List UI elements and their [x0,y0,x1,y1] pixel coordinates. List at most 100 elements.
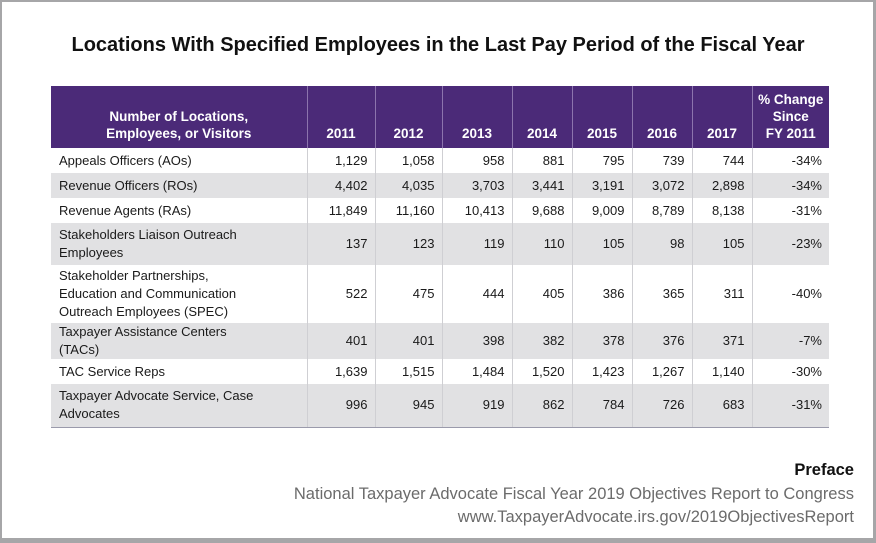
column-header-2014: 2014 [511,86,572,148]
cell-2017: 371 [691,323,752,359]
table-row: Appeals Officers (AOs) 1,129 1,058 958 881 79… [51,148,829,173]
column-header-2015: 2015 [571,86,632,148]
row-label: Taxpayer Advocate Service, Case Advocate… [51,384,307,428]
cell-2014: 3,441 [511,173,572,198]
row-label: Stakeholder Partnerships, Education and … [51,265,307,323]
cell-2017: 2,898 [691,173,752,198]
cell-2013: 3,703 [441,173,512,198]
table-row: Revenue Officers (ROs) 4,402 4,035 3,703 3,4… [51,173,829,198]
cell-2013: 398 [441,323,512,359]
cell-2011: 11,849 [306,198,375,223]
column-header-2017: 2017 [691,86,752,148]
row-label: TAC Service Reps [51,359,307,384]
employees-table: Number of Locations, Employees, or Visit… [51,86,829,428]
table-row: Taxpayer Advocate Service, Case Advocate… [51,384,829,428]
cell-percent-change: -31% [751,384,829,428]
cell-2014: 881 [511,148,572,173]
row-label: Taxpayer Assistance Centers (TACs) [51,323,307,359]
cell-2012: 1,058 [374,148,442,173]
cell-percent-change: -23% [751,223,829,265]
column-header-change-line1: % Change [758,92,824,107]
cell-2012: 11,160 [374,198,442,223]
cell-2013: 1,484 [441,359,512,384]
cell-2015: 378 [571,323,632,359]
cell-2011: 4,402 [306,173,375,198]
cell-2012: 4,035 [374,173,442,198]
cell-2011: 1,639 [306,359,375,384]
table-row: Revenue Agents (RAs) 11,849 11,160 10,413 9,… [51,198,829,223]
cell-2015: 1,423 [571,359,632,384]
cell-2011: 996 [306,384,375,428]
cell-2015: 9,009 [571,198,632,223]
cell-2015: 3,191 [571,173,632,198]
column-header-change-line3: FY 2011 [765,126,816,141]
cell-percent-change: -34% [751,148,829,173]
cell-2017: 683 [691,384,752,428]
cell-2016: 98 [631,223,692,265]
cell-2014: 405 [511,265,572,323]
cell-2017: 105 [691,223,752,265]
cell-2015: 795 [571,148,632,173]
cell-2013: 119 [441,223,512,265]
cell-2012: 123 [374,223,442,265]
cell-percent-change: -7% [751,323,829,359]
cell-2016: 1,267 [631,359,692,384]
table-row: Taxpayer Assistance Centers (TACs) 401 401… [51,323,829,359]
cell-2011: 1,129 [306,148,375,173]
cell-percent-change: -40% [751,265,829,323]
column-header-2011: 2011 [306,86,375,148]
cell-percent-change: -31% [751,198,829,223]
cell-2014: 382 [511,323,572,359]
cell-2017: 1,140 [691,359,752,384]
cell-2016: 739 [631,148,692,173]
cell-2012: 1,515 [374,359,442,384]
cell-2015: 105 [571,223,632,265]
cell-2016: 365 [631,265,692,323]
footer-url: www.TaxpayerAdvocate.irs.gov/2019Objecti… [457,508,854,526]
row-label: Appeals Officers (AOs) [51,148,307,173]
cell-2016: 3,072 [631,173,692,198]
table-row: Stakeholders Liaison Outreach Employees 1… [51,223,829,265]
footer-section: Preface [794,461,854,479]
column-header-2016: 2016 [631,86,692,148]
cell-2012: 475 [374,265,442,323]
cell-2015: 386 [571,265,632,323]
cell-2012: 401 [374,323,442,359]
cell-2016: 8,789 [631,198,692,223]
column-header-2013: 2013 [441,86,512,148]
row-label: Revenue Agents (RAs) [51,198,307,223]
cell-2014: 110 [511,223,572,265]
column-header-change: % Change Since FY 2011 [751,86,829,148]
cell-2012: 945 [374,384,442,428]
cell-2013: 919 [441,384,512,428]
column-header-label-line1: Number of Locations, [109,109,249,124]
cell-2017: 744 [691,148,752,173]
cell-2013: 958 [441,148,512,173]
column-header-2012: 2012 [374,86,442,148]
cell-2013: 10,413 [441,198,512,223]
footer-report-title: National Taxpayer Advocate Fiscal Year 2… [293,485,854,503]
cell-percent-change: -34% [751,173,829,198]
header-row: Number of Locations, Employees, or Visit… [51,86,829,148]
cell-2011: 137 [306,223,375,265]
row-label: Stakeholders Liaison Outreach Employees [51,223,307,265]
cell-2011: 522 [306,265,375,323]
column-header-label: Number of Locations, Employees, or Visit… [51,86,307,148]
table-row: Stakeholder Partnerships, Education and … [51,265,829,323]
cell-2017: 311 [691,265,752,323]
cell-2013: 444 [441,265,512,323]
cell-2014: 862 [511,384,572,428]
cell-percent-change: -30% [751,359,829,384]
cell-2016: 726 [631,384,692,428]
cell-2015: 784 [571,384,632,428]
cell-2017: 8,138 [691,198,752,223]
cell-2011: 401 [306,323,375,359]
column-header-label-line2: Employees, or Visitors [106,126,252,141]
cell-2014: 1,520 [511,359,572,384]
table-row: TAC Service Reps 1,639 1,515 1,484 1,520 1,42… [51,359,829,384]
cell-2014: 9,688 [511,198,572,223]
row-label: Revenue Officers (ROs) [51,173,307,198]
column-header-change-line2: Since [772,109,809,124]
cell-2016: 376 [631,323,692,359]
